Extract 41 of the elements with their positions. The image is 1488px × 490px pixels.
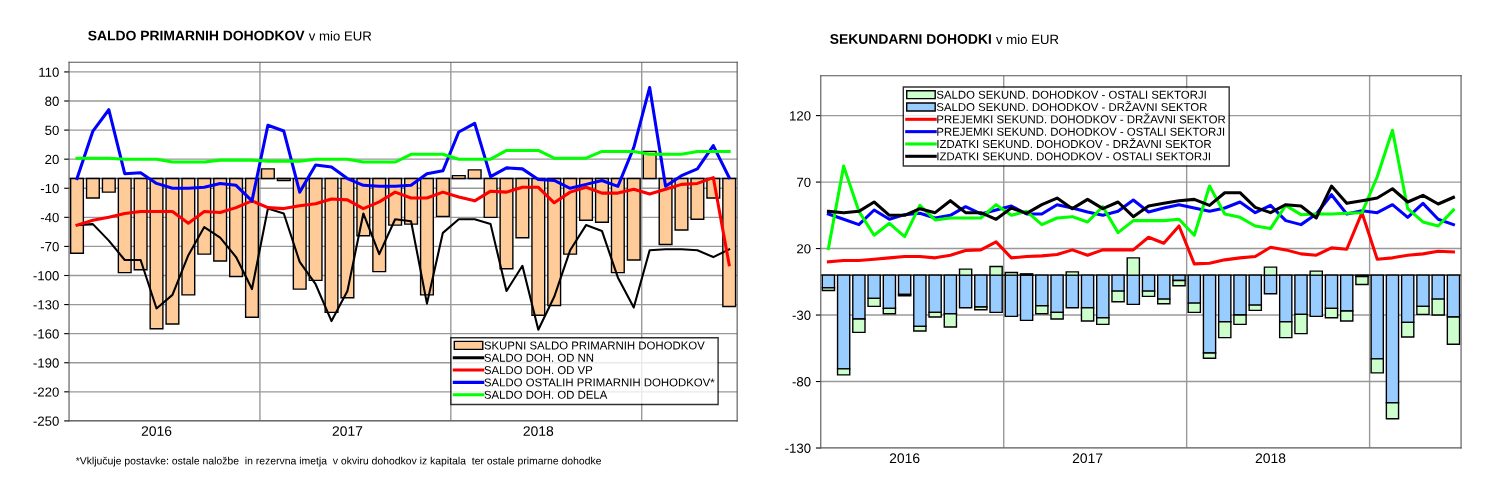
- y-tick-label: 80: [45, 96, 59, 106]
- y-tick-label: -130: [785, 443, 811, 453]
- legend-label: SKUPNI SALDO PRIMARNIH DOHODKOV: [484, 341, 705, 350]
- chart-title: SEKUNDARNI DOHODKI: [830, 34, 991, 44]
- y-tick-label: 120: [790, 111, 811, 121]
- chart-subtitle: v mio EUR: [308, 30, 372, 41]
- legend-label: SALDO DOH. OD DELA: [484, 390, 608, 399]
- y-tick-label: -30: [792, 310, 811, 320]
- x-tick-label: 2018: [523, 426, 554, 436]
- legend-label: PREJEMKI SEKUND. DOHODKOV - DRŽAVNI SEKTOR: [937, 113, 1226, 124]
- y-tick-label: 20: [45, 154, 59, 165]
- y-tick-label: -100: [33, 271, 59, 281]
- legend-label: SALDO DOH. OD VP: [484, 366, 593, 375]
- text: *Vključuje postavke: ostale naložbe in rezervna imetja v okviru dohodkov iz kapitala ter ostale primarne dohodke: [75, 456, 602, 467]
- y-tick-label: 110: [39, 67, 59, 77]
- x-tick-label: 2017: [332, 426, 363, 436]
- legend-label: SALDO DOH. OD NN: [484, 353, 594, 362]
- y-tick-label: -220: [33, 387, 59, 397]
- legend-label: SALDO SEKUND. DOHODKOV - DRŽAVNI SEKTOR: [936, 101, 1207, 112]
- legend-label: SALDO SEKUND. DOHODKOV - OSTALI SEKTORJI: [936, 90, 1206, 99]
- chart-title: SALDO PRIMARNIH DOHODKOV: [88, 30, 305, 41]
- y-tick-label: -10: [40, 183, 59, 194]
- y-tick-label: -70: [40, 241, 59, 252]
- x-tick-label: 2018: [1255, 453, 1286, 464]
- chart-subtitle: v mio EUR: [996, 34, 1059, 45]
- y-tick-label: -250: [33, 416, 59, 426]
- x-tick-label: 2017: [1072, 453, 1103, 464]
- y-tick-label: -130: [33, 300, 59, 310]
- y-tick-label: 70: [797, 177, 811, 187]
- y-tick-label: 20: [797, 244, 811, 254]
- legend-label: IZDATKI SEKUND. DOHODKOV - OSTALI SEKTORJI: [937, 152, 1210, 161]
- legend-label: SALDO OSTALIH PRIMARNIH DOHODKOV*: [484, 378, 715, 387]
- legend-label: IZDATKI SEKUND. DOHODKOV - DRŽAVNI SEKTOR: [937, 138, 1212, 149]
- y-tick-label: 50: [45, 125, 59, 135]
- y-tick-label: -160: [33, 329, 59, 339]
- legend-label: PREJEMKI SEKUND. DOHODKOV - OSTALI SEKTORJI: [937, 127, 1225, 136]
- x-tick-label: 2016: [889, 453, 920, 464]
- y-tick-label: -80: [792, 377, 811, 387]
- y-tick-label: -190: [33, 358, 59, 368]
- x-tick-label: 2016: [141, 426, 172, 436]
- y-tick-label: -40: [40, 212, 59, 223]
